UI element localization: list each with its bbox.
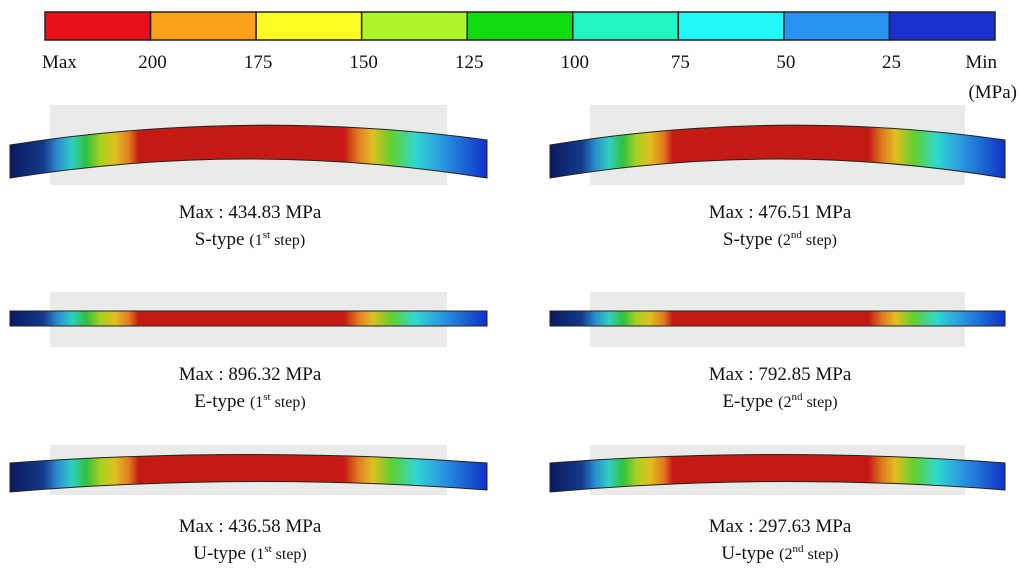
max-stress: Max : 792.85 MPa <box>709 364 852 385</box>
legend-label: 125 <box>455 52 484 73</box>
stress-ring <box>550 311 1005 326</box>
step-caption: E-type (1st step) <box>194 391 305 412</box>
step-word: step) <box>806 394 837 411</box>
color-legend: Max 200 175 150 125 100 75 50 25 Min (MPa) <box>42 12 1017 103</box>
legend-swatch <box>784 12 890 40</box>
legend-unit: (MPa) <box>968 82 1017 103</box>
legend-swatch <box>573 12 679 40</box>
step-word: step) <box>807 546 838 563</box>
type-label: E-type <box>722 391 773 412</box>
max-stress: Max : 476.51 MPa <box>709 202 852 223</box>
max-stress: Max : 896.32 MPa <box>179 364 322 385</box>
step-word: step) <box>276 546 307 563</box>
max-stress: Max : 434.83 MPa <box>179 202 322 223</box>
step-sup: st <box>263 229 270 241</box>
step-number: (2 <box>778 232 791 249</box>
legend-swatch <box>678 12 784 40</box>
max-stress: Max : 297.63 MPa <box>709 516 852 537</box>
legend-label: 25 <box>882 52 901 73</box>
legend-label: 75 <box>671 52 690 73</box>
step-number: (1 <box>249 232 262 249</box>
figure: Max 200 175 150 125 100 75 50 25 Min (MPa) Max : 4… <box>0 0 1019 574</box>
type-label: S-type <box>195 229 245 250</box>
max-stress: Max : 436.58 MPa <box>179 516 322 537</box>
stress-ring <box>10 311 487 326</box>
legend-label: Max <box>42 52 77 73</box>
legend-swatch <box>467 12 573 40</box>
step-number: (2 <box>779 546 792 563</box>
type-label: E-type <box>194 391 245 412</box>
legend-label: 50 <box>776 52 795 73</box>
step-sup: st <box>264 543 271 555</box>
legend-label: 200 <box>138 52 167 73</box>
step-number: (1 <box>250 394 263 411</box>
type-label: U-type <box>193 543 246 564</box>
step-caption: S-type(1st step) <box>195 229 305 250</box>
legend-label: 175 <box>244 52 273 73</box>
legend-swatch <box>256 12 362 40</box>
step-word: step) <box>275 394 306 411</box>
step-number: (1 <box>251 546 264 563</box>
legend-swatch <box>45 12 151 40</box>
legend-swatch <box>889 12 995 40</box>
step-sup: st <box>263 391 270 403</box>
step-word: step) <box>274 232 305 249</box>
step-sup: nd <box>791 391 803 403</box>
step-sup: nd <box>792 543 804 555</box>
legend-label: 150 <box>349 52 378 73</box>
legend-label: 100 <box>561 52 590 73</box>
type-label: U-type <box>721 543 774 564</box>
step-word: step) <box>806 232 837 249</box>
legend-label: Min <box>965 52 997 73</box>
legend-swatch <box>362 12 468 40</box>
step-caption: U-type (1st step) <box>193 543 307 564</box>
type-label: S-type <box>723 229 773 250</box>
legend-swatch <box>151 12 257 40</box>
step-sup: nd <box>791 229 803 241</box>
step-number: (2 <box>778 394 791 411</box>
